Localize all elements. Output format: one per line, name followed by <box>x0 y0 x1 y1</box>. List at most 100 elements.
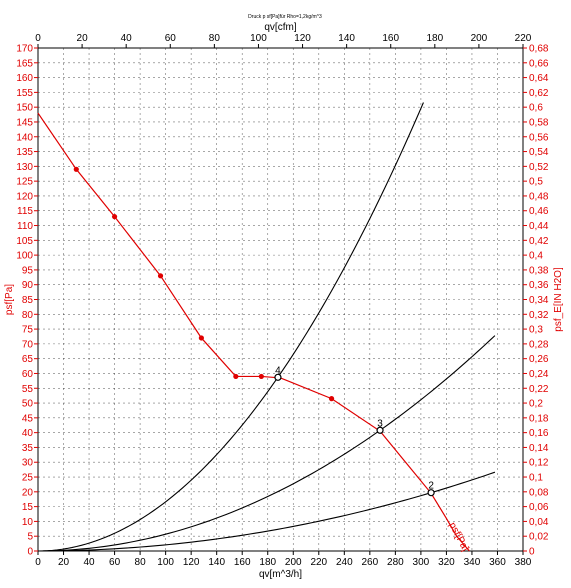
y-left-tick-label: 85 <box>22 295 34 306</box>
y-right-tick-label: 0,5 <box>529 177 543 188</box>
y-left-tick-label: 150 <box>16 103 33 114</box>
y-left-tick-label: 115 <box>17 206 33 217</box>
y-right-tick-label: 0,2 <box>529 399 543 410</box>
y-right-tick-label: 0 <box>529 547 535 558</box>
y-left-tick-label: 30 <box>22 458 34 469</box>
system-curve-line <box>37 335 496 552</box>
operating-point-label: 4 <box>275 365 281 376</box>
x-top-tick-label: 200 <box>471 33 488 44</box>
y-right-tick-label: 0,36 <box>529 280 549 291</box>
y-left-tick-label: 15 <box>22 502 34 513</box>
operating-point-marker <box>427 489 435 497</box>
y-left-tick-label: 130 <box>16 162 33 173</box>
x-top-axis-label: qv[cfm] <box>264 22 296 33</box>
chart-header-text: Druck p sf[Pa]für Rho=1,2kg/m^3 <box>248 14 322 20</box>
x-bottom-tick-label: 140 <box>208 557 225 568</box>
series-marker <box>73 166 79 172</box>
y-right-tick-label: 0,24 <box>529 369 549 380</box>
y-right-tick-label: 0,66 <box>529 58 549 69</box>
x-bottom-tick-label: 300 <box>413 557 430 568</box>
x-bottom-tick-label: 100 <box>157 557 174 568</box>
x-top-tick-label: 60 <box>165 33 177 44</box>
x-bottom-tick-label: 360 <box>489 557 506 568</box>
y-right-tick-label: 0,08 <box>529 487 549 498</box>
x-bottom-tick-label: 80 <box>135 557 147 568</box>
x-bottom-tick-label: 120 <box>183 557 200 568</box>
y-right-tick-label: 0,48 <box>529 191 549 202</box>
x-top-tick-label: 160 <box>382 33 399 44</box>
y-right-tick-label: 0,16 <box>529 428 549 439</box>
x-top-tick-label: 40 <box>121 33 133 44</box>
y-right-tick-label: 0,26 <box>529 354 549 365</box>
y-left-tick-label: 35 <box>22 443 34 454</box>
series-marker <box>111 214 118 220</box>
y-left-tick-label: 165 <box>16 58 33 69</box>
series-marker <box>328 396 335 402</box>
x-bottom-tick-label: 200 <box>285 557 302 568</box>
y-right-tick-label: 0,1 <box>529 473 543 484</box>
x-bottom-tick-label: 160 <box>234 557 251 568</box>
y-left-tick-label: 125 <box>16 177 33 188</box>
operating-points: 4 3 2 <box>274 365 435 497</box>
operating-point-marker <box>376 426 384 434</box>
y-right-tick-label: 0,18 <box>529 413 549 424</box>
x-top-tick-label: 120 <box>294 33 311 44</box>
system-curve-line <box>37 471 496 552</box>
y-left-tick-label: 20 <box>22 487 34 498</box>
x-bottom-tick-label: 220 <box>310 557 327 568</box>
x-bottom-tick-label: 60 <box>109 557 121 568</box>
y-right-tick-label: 0,44 <box>529 221 549 232</box>
x-top-tick-label: 220 <box>515 33 532 44</box>
series-marker <box>198 335 204 341</box>
y-right-tick-label: 0,04 <box>529 517 549 528</box>
y-left-tick-label: 75 <box>22 325 34 336</box>
x-bottom-tick-label: 280 <box>387 557 404 568</box>
axes: 0 20 40 60 80 100 120 140 160 180 200 220 240 260 280 3… <box>16 33 549 568</box>
y-left-tick-label: 135 <box>16 147 33 158</box>
x-top-tick-label: 100 <box>250 33 267 44</box>
y-right-tick-label: 0,54 <box>529 147 549 158</box>
y-left-tick-label: 140 <box>16 132 33 143</box>
y-left-tick-label: 100 <box>16 251 33 262</box>
x-bottom-tick-label: 260 <box>361 557 378 568</box>
x-bottom-tick-label: 240 <box>336 557 353 568</box>
series-marker <box>233 373 239 380</box>
y-left-tick-label: 160 <box>16 73 33 84</box>
y-left-tick-label: 70 <box>22 339 34 350</box>
y-right-tick-label: 0,14 <box>529 443 549 454</box>
x-bottom-tick-label: 320 <box>438 557 455 568</box>
series <box>37 102 496 552</box>
x-bottom-tick-label: 180 <box>259 557 276 568</box>
operating-point-label: 2 <box>428 481 434 492</box>
y-left-tick-label: 50 <box>22 399 34 410</box>
y-right-tick-label: 0,68 <box>529 44 549 55</box>
series-marker <box>258 373 264 380</box>
y-right-axis-label: psf_E[IN H2O] <box>553 267 564 332</box>
y-left-tick-label: 5 <box>27 532 33 543</box>
x-top-tick-label: 140 <box>338 33 355 44</box>
y-left-axis-label: psf[Pa] <box>4 284 15 315</box>
y-right-tick-label: 0,6 <box>529 103 543 114</box>
y-left-tick-label: 120 <box>16 191 33 202</box>
system-curve-line <box>37 102 424 552</box>
y-left-tick-label: 10 <box>22 517 34 528</box>
y-right-tick-label: 0,64 <box>529 73 549 84</box>
y-right-tick-label: 0,3 <box>529 325 543 336</box>
y-right-tick-label: 0,32 <box>529 310 549 321</box>
y-left-tick-label: 60 <box>22 369 34 380</box>
x-top-tick-label: 20 <box>77 33 89 44</box>
y-right-tick-label: 0,42 <box>529 236 549 247</box>
y-left-tick-label: 0 <box>27 547 33 558</box>
y-right-tick-label: 0,02 <box>529 532 549 543</box>
y-right-tick-label: 0,58 <box>529 117 549 128</box>
y-right-tick-label: 0,4 <box>529 251 543 262</box>
y-right-tick-label: 0,46 <box>529 206 549 217</box>
operating-point-label: 3 <box>377 418 383 429</box>
y-right-tick-label: 0,52 <box>529 162 549 173</box>
x-bottom-tick-label: 380 <box>515 557 532 568</box>
y-left-tick-label: 170 <box>16 44 33 55</box>
x-bottom-tick-label: 340 <box>464 557 481 568</box>
y-left-tick-label: 105 <box>16 236 33 247</box>
y-left-tick-label: 155 <box>16 88 33 99</box>
